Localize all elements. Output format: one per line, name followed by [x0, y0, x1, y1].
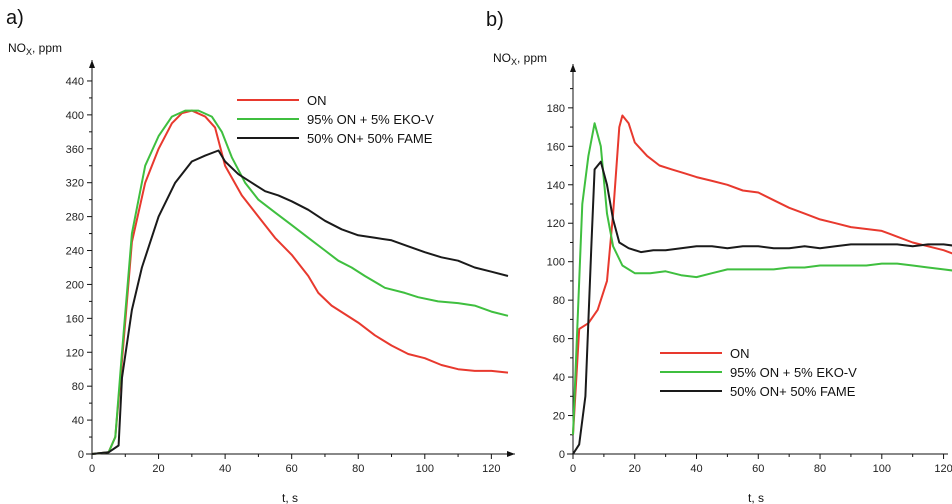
legend-label: ON — [730, 346, 750, 361]
legend-label: 50% ON+ 50% FAME — [730, 384, 856, 399]
y-tick-label: 180 — [547, 103, 565, 115]
y-tick-label: 240 — [66, 246, 84, 258]
y-tick-label: 200 — [66, 279, 84, 291]
y-tick-label: 80 — [72, 381, 84, 393]
legend-label: 95% ON + 5% EKO-V — [730, 365, 857, 380]
x-tick-label: 60 — [286, 463, 298, 475]
x-tick-label: 100 — [873, 463, 891, 475]
x-axis-label: t, s — [748, 491, 764, 504]
x-tick-label: 20 — [152, 463, 164, 475]
y-axis-label-sub: X — [26, 47, 32, 57]
y-axis-arrow — [89, 60, 95, 68]
y-axis-label-main: NO — [8, 41, 26, 55]
y-tick-label: 120 — [66, 347, 84, 359]
y-axis-label: NOX, ppm — [493, 51, 547, 67]
legend-label: 95% ON + 5% EKO-V — [307, 112, 434, 127]
y-axis-label-main: NO — [493, 51, 511, 65]
x-tick-label: 100 — [416, 463, 434, 475]
chart-panel-b: b) NOX, ppm 0 20 40 60 80 100 120 0 20 40 60 80 100 120… — [486, 9, 952, 504]
series-line-1 — [572, 114, 952, 435]
series-line-1 — [91, 109, 509, 455]
y-tick-label: 60 — [553, 334, 565, 346]
y-tick-label: 280 — [66, 212, 84, 224]
series-line-3 — [572, 160, 952, 455]
y-tick-label: 40 — [553, 372, 565, 384]
y-axis-label-unit: , ppm — [32, 41, 62, 55]
x-tick-label: 60 — [752, 463, 764, 475]
y-tick-label: 120 — [547, 218, 565, 230]
y-axis-label-unit: , ppm — [517, 51, 547, 65]
series-line-3 — [91, 149, 509, 455]
y-tick-label: 20 — [553, 411, 565, 423]
y-axis-label-sub: X — [511, 57, 517, 67]
y-axis-label: NOX, ppm — [8, 41, 62, 57]
series-line-2 — [572, 122, 952, 435]
x-tick-label: 20 — [629, 463, 641, 475]
series-line-2 — [91, 109, 509, 455]
y-tick-label: 0 — [559, 449, 565, 461]
panel-label: b) — [486, 9, 504, 31]
y-tick-label: 160 — [66, 313, 84, 325]
x-tick-label: 80 — [814, 463, 826, 475]
y-tick-label: 80 — [553, 295, 565, 307]
y-tick-label: 100 — [547, 257, 565, 269]
x-axis-label: t, s — [282, 491, 298, 504]
x-tick-label: 120 — [482, 463, 500, 475]
x-tick-label: 0 — [89, 463, 95, 475]
y-tick-label: 0 — [78, 449, 84, 461]
y-axis-arrow — [570, 64, 576, 72]
x-axis-arrow — [507, 451, 515, 457]
legend-label: ON — [307, 93, 327, 108]
y-tick-label: 320 — [66, 178, 84, 190]
panel-label: a) — [6, 7, 24, 29]
y-tick-label: 140 — [547, 180, 565, 192]
legend-label: 50% ON+ 50% FAME — [307, 131, 433, 146]
x-tick-label: 80 — [352, 463, 364, 475]
x-tick-label: 120 — [934, 463, 952, 475]
x-tick-label: 0 — [570, 463, 576, 475]
y-tick-label: 360 — [66, 144, 84, 156]
y-tick-label: 440 — [66, 76, 84, 88]
y-tick-label: 400 — [66, 110, 84, 122]
x-tick-label: 40 — [690, 463, 702, 475]
y-tick-label: 160 — [547, 141, 565, 153]
x-tick-label: 40 — [219, 463, 231, 475]
y-tick-label: 40 — [72, 415, 84, 427]
